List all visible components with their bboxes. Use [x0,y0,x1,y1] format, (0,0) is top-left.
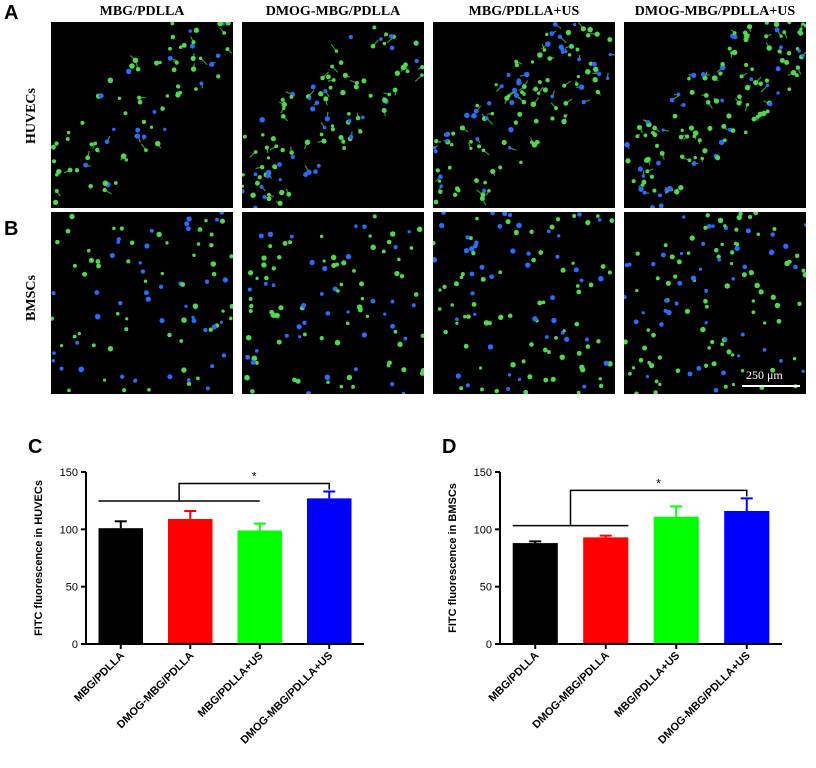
y-tick-label: 150 [60,467,78,479]
micrograph-huvecs-4 [624,22,806,208]
significance-bracket [178,482,330,501]
x-tick-label: DMOG-MBG/PDLLA [115,650,197,732]
bar-chart-huvecs: FITC fluorescence in HUVECs 0 50 100 150 MBG/… [33,467,364,746]
bar-2 [168,519,213,644]
column-header-1: MBG/PDLLA [99,4,185,19]
bar-1 [98,528,143,644]
y-axis-label: FITC fluorescence in HUVECs [33,480,45,636]
y-axis-label: FITC fluorescence in BMSCs [447,483,459,633]
y-tick-label: 150 [474,467,492,479]
panel-label-d: D [442,436,457,458]
micrograph-bmscs-4 [624,212,806,394]
column-header-2: DMOG-MBG/PDLLA [265,4,401,19]
micrograph-huvecs-2 [242,22,424,208]
panel-label-b: B [4,218,19,240]
y-tick-label: 0 [486,639,492,651]
significance-star: * [656,476,661,490]
bar-1 [512,543,558,644]
micrograph-bmscs-3 [433,212,615,394]
x-tick-label: MBG/PDLLA+US [612,650,682,720]
micrograph-huvecs-1 [51,22,233,208]
x-tick-label: MBG/PDLLA [72,650,127,705]
micrograph-huvecs-3 [433,22,615,208]
column-header-4: DMOG-MBG/PDLLA+US [634,4,796,19]
bar-chart-bmscs: FITC fluorescence in BMSCs 0 50 100 150 MBG/P… [447,467,782,746]
column-header-3: MBG/PDLLA+US [468,4,580,19]
significance-bracket [569,489,748,526]
bar-3 [653,516,699,644]
x-tick-label: MBG/PDLLA+US [196,650,266,720]
row-label-bmscs: BMSCs [24,275,39,321]
scale-bar-label: 250 μm [746,368,783,382]
x-tick-label: MBG/PDLLA [487,650,542,705]
micrograph-bmscs-1 [51,212,233,394]
bar-4 [307,498,352,644]
y-tick-label: 100 [60,524,78,536]
panel-label-c: C [28,436,43,458]
y-tick-label: 100 [474,524,492,536]
y-tick-label: 50 [66,582,78,594]
scale-bar [742,385,800,387]
micrograph-bmscs-2 [242,212,424,394]
y-tick-label: 0 [72,639,78,651]
panel-label-a: A [4,2,19,24]
x-tick-label: DMOG-MBG/PDLLA [530,650,612,732]
bar-3 [237,530,282,644]
y-tick-label: 50 [480,582,492,594]
bar-4 [724,510,770,644]
bar-2 [583,537,629,644]
row-label-huvecs: HUVECs [24,88,39,145]
significance-star: * [252,469,257,483]
